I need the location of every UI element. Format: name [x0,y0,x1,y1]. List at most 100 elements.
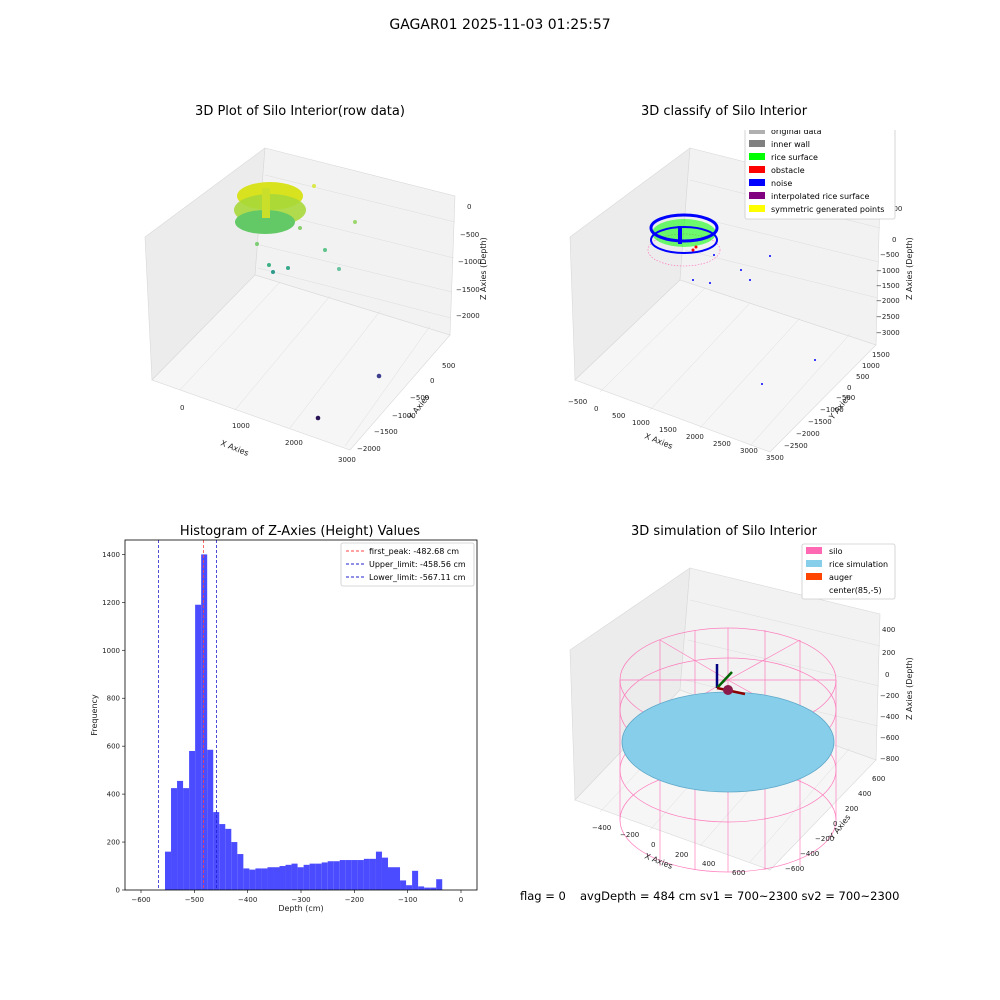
classify-plot-title: 3D classify of Silo Interior [640,104,808,119]
classify-xtick: 500 [612,412,625,420]
classify-ztick: −1000 [876,267,900,275]
histogram-legend: first_peak: -482.68 cm Upper_limit: -458.… [340,542,475,587]
classify-xtick: 1500 [659,426,677,434]
histogram-bar [177,780,184,890]
histogram-bar [351,860,358,890]
classify-x-ticks: −500 0 500 1000 1500 2000 2500 3000 3500 [568,398,784,462]
legend-swatch [806,573,822,580]
histogram-bar [357,860,364,890]
raw-3d-plot: 0 1000 2000 3000 4000 X Axies 500 0 −500… [144,147,488,464]
raw-xtick: 0 [180,404,184,412]
legend-label: interpolated rice surface [771,192,869,201]
histogram-ytick: 0 [116,887,120,895]
histogram-title: Histogram of Z-Axies (Height) Values [179,524,421,539]
raw-ztick: 0 [467,203,471,211]
raw-ytick: −500 [410,394,429,402]
legend-label: auger [829,573,853,582]
classify-zlabel: Z Axies (Depth) [905,237,914,300]
histogram-bar [369,858,376,890]
legend-label: silo [829,547,843,556]
classify-xtick: −500 [568,398,587,406]
histogram-bar [412,870,419,890]
figure-title: GAGAR01 2025-11-03 01:25:57 [389,17,611,33]
histogram-xtick: −500 [185,896,204,904]
simulation-xtick: 400 [702,860,715,868]
histogram-xtick: −300 [291,896,310,904]
histogram-bar [231,842,238,890]
histogram-bar [183,788,190,890]
histogram-bar [315,863,322,890]
histogram-bar [321,862,328,890]
histogram-xtick: −200 [345,896,364,904]
histogram-ytick: 600 [107,743,120,751]
histogram-bar [303,864,310,890]
classify-ztick: 500 [889,205,902,213]
simulation-xtick: −200 [620,831,639,839]
legend-label: rice surface [771,153,818,162]
simulation-ztick: 200 [882,649,895,657]
classify-z-ticks: 500 0 −500 −1000 −1500 −2000 −2500 −3000 [876,205,902,337]
histogram-bar [243,868,250,890]
histogram-bar [333,861,340,890]
raw-ztick: −2000 [456,312,480,320]
classify-ytick: −1000 [820,406,844,414]
classify-axes-panes [569,147,881,453]
classify-3d-plot: −500 0 500 1000 1500 2000 2500 3000 3500… [568,130,914,462]
raw-ytick: −1000 [392,412,416,420]
classify-ytick: 1500 [872,351,890,359]
classify-ytick: −2500 [784,442,808,450]
legend-swatch [749,166,765,173]
simulation-xtick: 200 [675,851,688,859]
avg-depth-readout: avgDepth = 484 cm sv1 = 700~2300 sv2 = 7… [580,889,900,903]
classify-ytick: −2000 [796,430,820,438]
legend-swatch [749,179,765,186]
classify-xtick: 0 [594,405,598,413]
raw-ytick: 500 [442,362,455,370]
histogram-bar [381,857,388,890]
simulation-zlabel: Z Axies (Depth) [905,657,914,720]
histogram-bar [255,868,262,890]
classify-ytick: 0 [847,384,851,392]
simulation-ytick: −200 [815,835,834,843]
classify-ztick: −1500 [876,282,900,290]
simulation-ytick: −400 [800,850,819,858]
simulation-z-ticks: 400 200 0 −200 −400 −600 −800 [880,626,899,763]
simulation-ytick: 600 [872,775,885,783]
simulation-ztick: 400 [882,626,895,634]
raw-y-ticks: 500 0 −500 −1000 −1500 −2000 [357,362,455,453]
simulation-xtick: −400 [592,824,611,832]
legend-label: center(85,-5) [829,586,882,595]
histogram-bar [394,867,401,890]
histogram-bar [237,854,244,890]
legend-label: obstacle [771,166,805,175]
legend-label: symmetric generated points [771,205,884,214]
raw-z-ticks: 0 −500 −1000 −1500 −2000 [456,203,482,320]
classify-ztick: −500 [880,251,899,259]
raw-ztick: −1500 [456,286,480,294]
simulation-ztick: −800 [880,755,899,763]
raw-ztick: −500 [460,231,479,239]
legend-swatch [749,130,765,134]
raw-axes-panes [144,147,456,451]
histogram-xlabel: Depth (cm) [278,904,323,913]
simulation-x-ticks: −400 −200 0 200 400 600 [592,824,745,877]
simulation-xtick: 0 [651,841,655,849]
simulation-3d-plot: −400 −200 0 200 400 600 X Axies 600 400 … [569,543,914,877]
raw-ytick: −1500 [374,428,398,436]
raw-xlabel: X Axies [219,439,250,458]
histogram-ytick: 1400 [102,551,120,559]
simulation-ztick: −400 [880,713,899,721]
histogram-bar [436,879,443,890]
histogram-bar [267,867,274,890]
histogram-bar [430,887,437,890]
histogram-bar [291,863,298,890]
histogram-bar [387,867,395,890]
classify-xlabel: X Axies [643,432,674,451]
simulation-ytick: 400 [858,790,871,798]
histogram-bar [207,749,214,890]
legend-swatch [749,192,765,199]
legend-label: inner wall [771,140,810,149]
simulation-ytick: 200 [845,805,858,813]
simulation-xlabel: X Axies [643,852,674,871]
histogram-ylabel: Frequency [90,694,99,736]
